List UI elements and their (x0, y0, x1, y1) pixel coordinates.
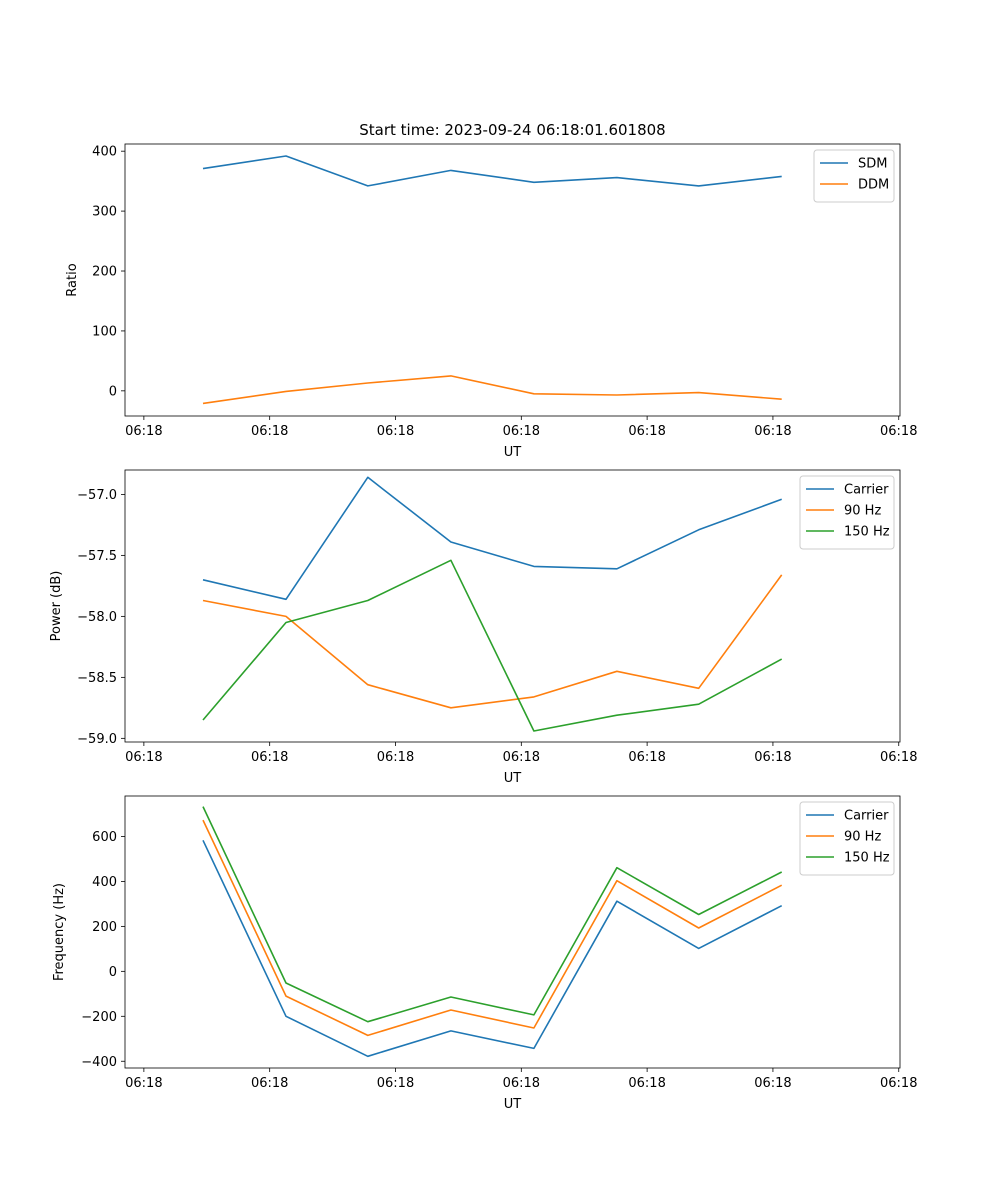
y-tick-label: 300 (92, 205, 117, 220)
x-axis-label: UT (504, 445, 522, 460)
x-tick-label: 06:18 (628, 1076, 665, 1091)
y-axis-label: Ratio (65, 263, 80, 296)
x-tick-label: 06:18 (880, 750, 917, 765)
y-tick-label: −400 (81, 1055, 117, 1070)
series-line-150-hz (203, 807, 782, 1022)
legend-label: DDM (858, 178, 889, 193)
legend-label: Carrier (844, 483, 889, 498)
series-line-carrier (203, 477, 782, 599)
y-axis-label: Power (dB) (49, 571, 64, 642)
x-tick-label: 06:18 (251, 1076, 288, 1091)
y-tick-label: −58.0 (77, 610, 117, 625)
y-tick-label: −59.0 (77, 732, 117, 747)
x-tick-label: 06:18 (503, 1076, 540, 1091)
legend-label: Carrier (844, 809, 889, 824)
x-tick-label: 06:18 (125, 1076, 162, 1091)
axes-frame (125, 144, 900, 416)
x-axis-label: UT (504, 1097, 522, 1112)
series-line-carrier (203, 840, 782, 1056)
x-tick-label: 06:18 (377, 424, 414, 439)
x-tick-label: 06:18 (754, 424, 791, 439)
y-tick-label: 100 (92, 324, 117, 339)
legend-label: 90 Hz (844, 830, 881, 845)
legend: Carrier 90 Hz 150 Hz (800, 802, 894, 875)
x-tick-label: 06:18 (251, 750, 288, 765)
x-tick-label: 06:18 (880, 1076, 917, 1091)
subplot-1: 06:1806:1806:1806:1806:1806:1806:1806:19… (65, 121, 1000, 460)
y-tick-label: −57.5 (77, 549, 117, 564)
x-tick-label: 06:18 (377, 750, 414, 765)
y-tick-label: 200 (92, 265, 117, 280)
x-tick-label: 06:18 (503, 750, 540, 765)
x-axis-label: UT (504, 771, 522, 786)
legend-label: 90 Hz (844, 504, 881, 519)
x-tick-label: 06:18 (125, 424, 162, 439)
x-tick-label: 06:18 (628, 424, 665, 439)
x-tick-label: 06:18 (125, 750, 162, 765)
y-tick-label: 400 (92, 145, 117, 160)
x-tick-label: 06:18 (628, 750, 665, 765)
y-tick-label: 600 (92, 830, 117, 845)
legend: SDM DDM (814, 150, 894, 202)
y-axis-label: Frequency (Hz) (52, 883, 67, 981)
subplot-3: 06:1806:1806:1806:1806:1806:1806:1806:19… (52, 796, 1000, 1112)
x-tick-label: 06:18 (503, 424, 540, 439)
y-tick-label: 400 (92, 875, 117, 890)
axes-frame (125, 796, 900, 1068)
legend-label: 150 Hz (844, 525, 890, 540)
y-tick-label: 0 (109, 384, 117, 399)
legend-label: SDM (858, 157, 887, 172)
legend: Carrier 90 Hz 150 Hz (800, 476, 894, 549)
axes-frame (125, 470, 900, 742)
series-line-sdm (203, 156, 782, 186)
y-tick-label: 0 (109, 965, 117, 980)
subplot-2: 06:1806:1806:1806:1806:1806:1806:1806:19… (49, 470, 1000, 786)
x-tick-label: 06:18 (377, 1076, 414, 1091)
x-tick-label: 06:18 (754, 1076, 791, 1091)
x-tick-label: 06:18 (251, 424, 288, 439)
y-tick-label: −200 (81, 1010, 117, 1025)
series-line-ddm (203, 376, 782, 404)
x-tick-label: 06:18 (754, 750, 791, 765)
y-tick-label: 200 (92, 920, 117, 935)
x-tick-label: 06:18 (880, 424, 917, 439)
series-line-150-hz (203, 560, 782, 731)
y-tick-label: −57.0 (77, 488, 117, 503)
legend-label: 150 Hz (844, 851, 890, 866)
y-tick-label: −58.5 (77, 671, 117, 686)
chart-title: Start time: 2023-09-24 06:18:01.601808 (359, 121, 665, 139)
series-line-90-hz (203, 820, 782, 1035)
